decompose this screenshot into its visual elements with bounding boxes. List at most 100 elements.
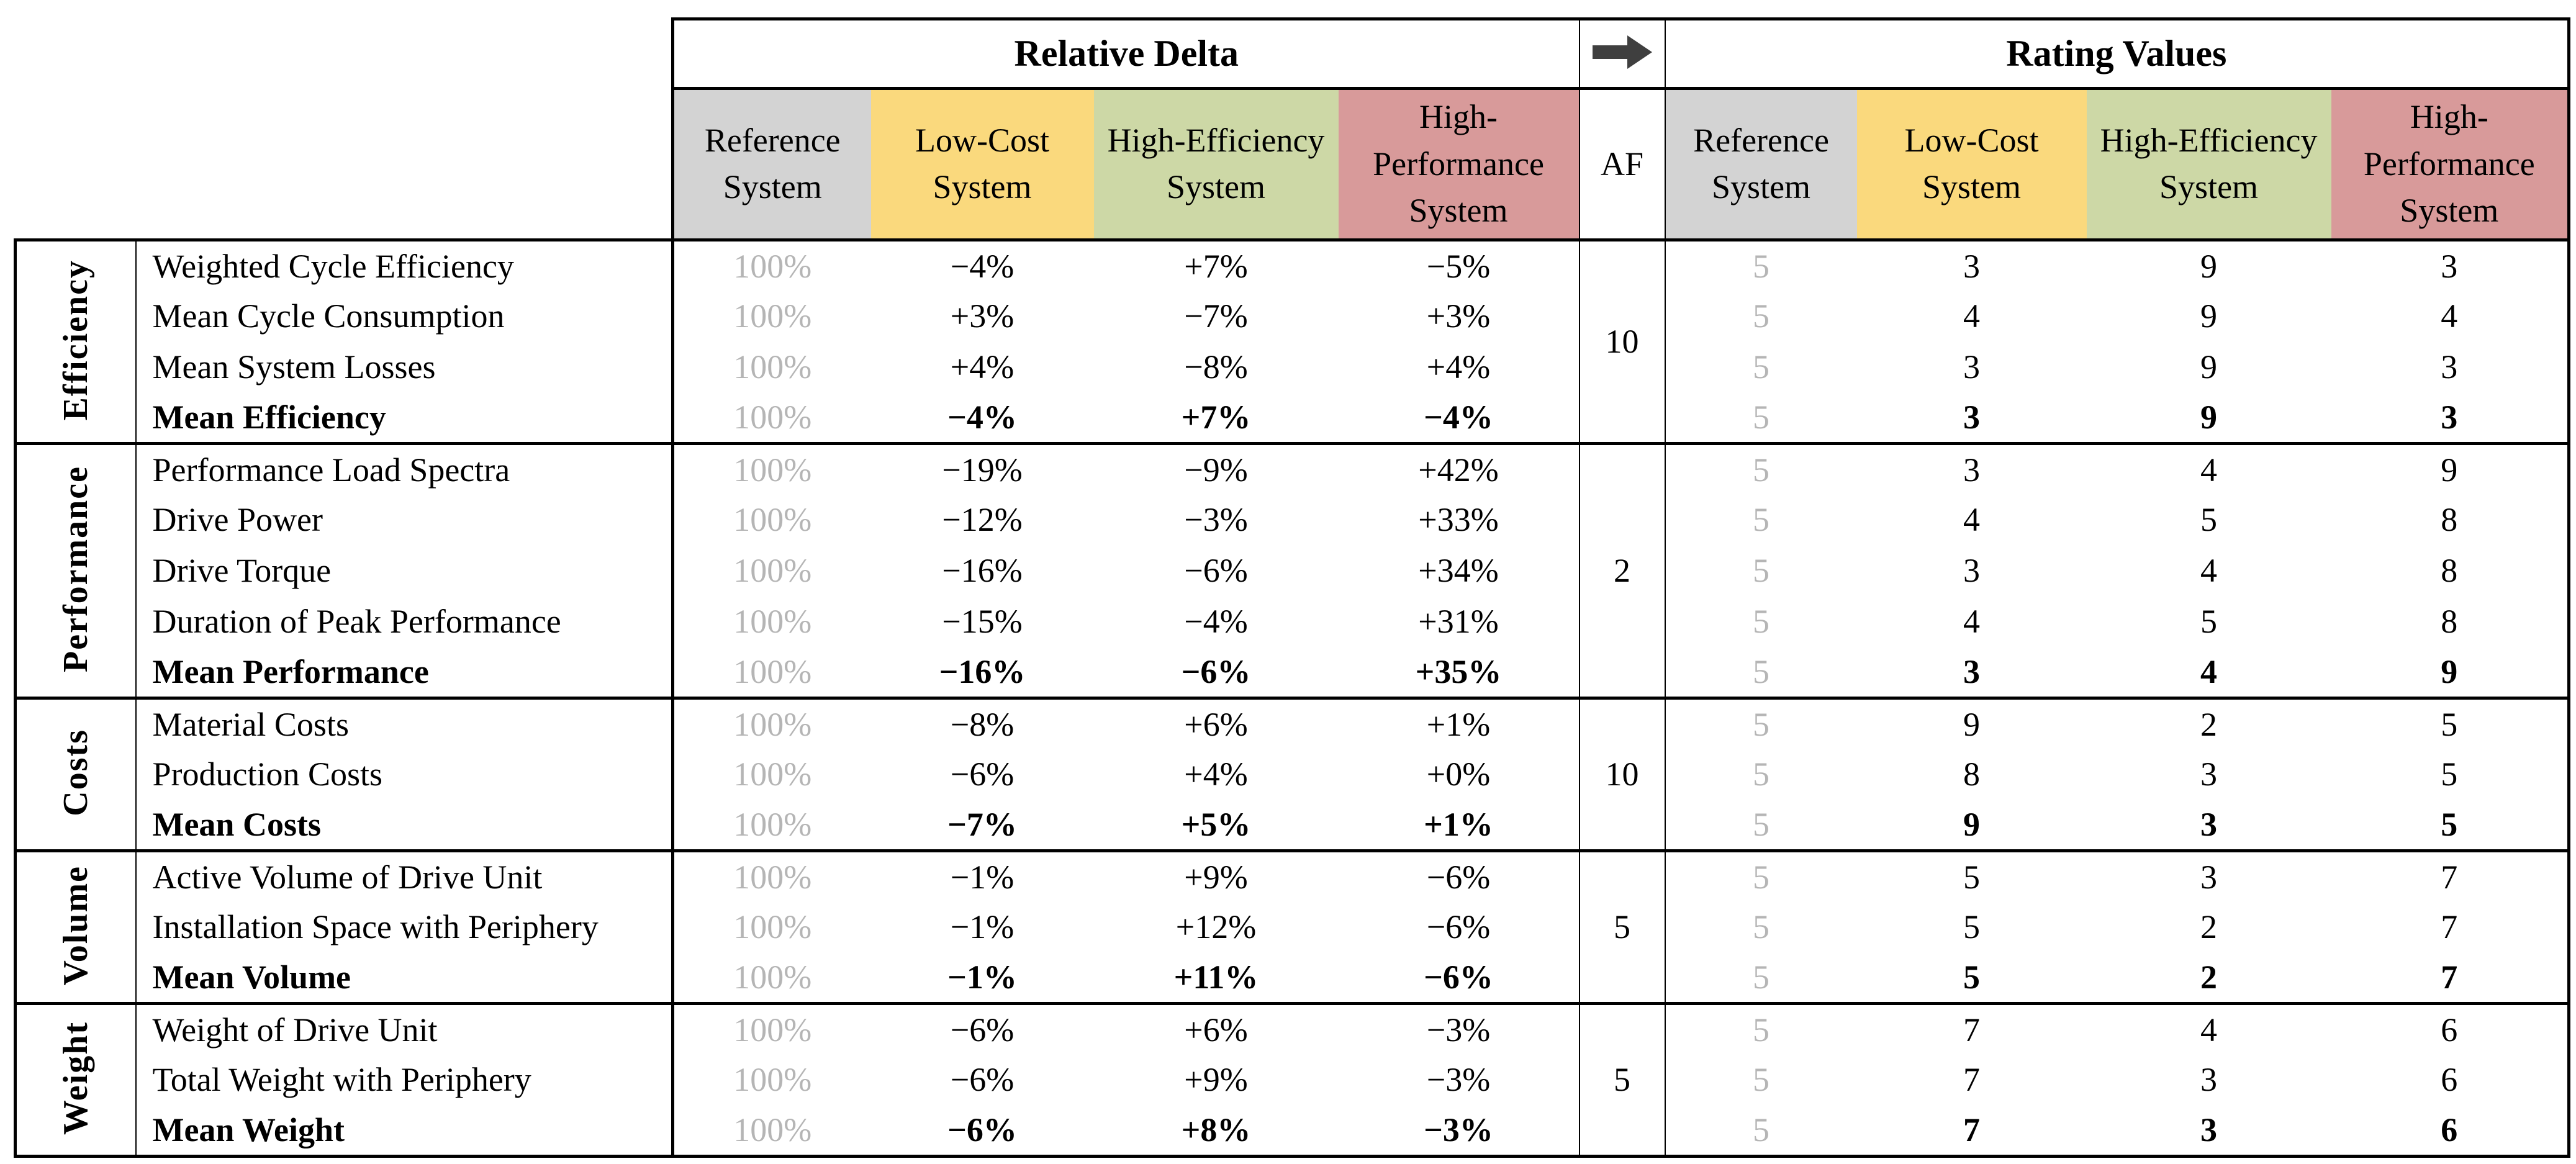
af-cell: 10 xyxy=(1578,696,1666,852)
af-cell: 10 xyxy=(1578,238,1666,445)
rating-cell: 4 xyxy=(2200,653,2218,691)
delta-cell: −7% xyxy=(1184,297,1248,335)
rating-cell: 5 xyxy=(1753,653,1770,691)
rating-cell: 5 xyxy=(1665,238,1857,291)
category-label: Performance xyxy=(56,466,96,673)
delta-cell: 100% xyxy=(733,959,812,996)
delta-cell: −8% xyxy=(870,696,1094,749)
empty-corner xyxy=(16,89,673,240)
arrow-cell xyxy=(1578,17,1666,90)
rating-cell: 5 xyxy=(1753,908,1770,946)
rating-cell: 6 xyxy=(2331,1054,2571,1106)
table-row-mean: Mean Volume 100% −1% +11% −6% 5 5 2 7 xyxy=(16,952,2571,1004)
delta-cell: 100% xyxy=(733,603,812,641)
category-label: Efficiency xyxy=(56,259,96,421)
rating-cell: 9 xyxy=(1856,696,2087,749)
criterion-cell: Performance Load Spectra xyxy=(135,441,674,495)
rating-cell: 5 xyxy=(2331,800,2571,851)
delta-cell: +6% xyxy=(1093,1001,1339,1055)
category-label: Weight xyxy=(56,1021,96,1135)
criterion-cell: Weighted Cycle Efficiency xyxy=(135,238,674,291)
table-row: Production Costs 100% −6% +4% +0% 5 8 3 … xyxy=(16,749,2571,800)
rating-cell: 3 xyxy=(2331,341,2571,393)
delta-cell: −16% xyxy=(939,653,1026,691)
delta-cell: +7% xyxy=(1093,238,1339,291)
rating-header-low-cost-system: Low-Cost System xyxy=(1856,88,2087,241)
rating-cell: 3 xyxy=(1963,653,1981,691)
table-row: Drive Torque 100% −16% −6% +34% 5 3 4 8 xyxy=(16,545,2571,597)
criterion-cell: Mean Performance xyxy=(135,647,674,698)
rating-cell: 9 xyxy=(2200,348,2218,386)
delta-cell: 100% xyxy=(733,399,812,436)
table-row: Total Weight with Periphery 100% −6% +9%… xyxy=(16,1054,2571,1106)
table-row-mean: Mean Weight 100% −6% +8% −3% 5 7 3 6 xyxy=(16,1105,2571,1158)
table-row-mean: Mean Efficiency 100% −4% +7% −4% 5 3 9 3 xyxy=(16,392,2571,444)
table-row: Mean System Losses 100% +4% −8% +4% 5 3 … xyxy=(16,341,2571,393)
rating-cell: 8 xyxy=(1963,756,1981,793)
delta-cell: −7% xyxy=(947,806,1017,844)
rating-cell: 5 xyxy=(1963,908,1981,946)
delta-cell: +8% xyxy=(1093,1105,1339,1158)
delta-header-high-efficiency-system: High-Efficiency System xyxy=(1093,88,1339,241)
delta-cell: +0% xyxy=(1426,756,1491,793)
delta-cell: 100% xyxy=(733,297,812,335)
rating-cell: 4 xyxy=(1963,603,1981,641)
rating-cell: 6 xyxy=(2331,1001,2571,1055)
table-row-mean: Mean Performance 100% −16% −6% +35% 5 3 … xyxy=(16,647,2571,698)
af-cell: 5 xyxy=(1578,1001,1666,1158)
table-row: Duration of Peak Performance 100% −15% −… xyxy=(16,596,2571,647)
criterion-cell: Material Costs xyxy=(135,696,674,749)
delta-header-high-performance-system: High-Performance System xyxy=(1338,88,1579,241)
right-arrow-icon xyxy=(1592,35,1652,69)
category-cell-efficiency: Efficiency xyxy=(14,238,137,445)
category-cell-volume: Volume xyxy=(14,849,137,1005)
delta-cell: −3% xyxy=(1184,501,1248,539)
criterion-cell: Mean Weight xyxy=(135,1105,674,1158)
section-title-row: Relative Delta Rating Values xyxy=(16,17,2571,90)
rating-cell: 7 xyxy=(1963,1061,1981,1099)
delta-cell: 100% xyxy=(733,501,812,539)
rating-cell: 2 xyxy=(2086,696,2331,749)
rating-cell: 3 xyxy=(2200,756,2218,793)
rating-cell: 5 xyxy=(2200,501,2218,539)
criterion-cell: Active Volume of Drive Unit xyxy=(135,849,674,902)
delta-cell: +4% xyxy=(1426,348,1491,386)
delta-cell: +35% xyxy=(1415,653,1502,691)
table-row: Efficiency Weighted Cycle Efficiency 100… xyxy=(14,238,2571,445)
rating-cell: 5 xyxy=(1665,1105,1857,1158)
rating-cell: 3 xyxy=(2200,806,2218,844)
rating-cell: 3 xyxy=(1963,348,1981,386)
table-row-mean: Mean Costs 100% −7% +5% +1% 5 9 3 5 xyxy=(16,800,2571,851)
delta-cell: +33% xyxy=(1418,501,1499,539)
rating-cell: 3 xyxy=(2200,1061,2218,1099)
delta-cell: −6% xyxy=(950,756,1015,793)
rating-cell: 5 xyxy=(1753,1061,1770,1099)
delta-cell: 100% xyxy=(672,849,871,902)
criterion-cell: Total Weight with Periphery xyxy=(135,1054,674,1106)
delta-cell: −4% xyxy=(1184,603,1248,641)
delta-cell: 100% xyxy=(672,1001,871,1055)
delta-cell: +9% xyxy=(1093,849,1339,902)
rating-cell: 4 xyxy=(2200,552,2218,590)
delta-cell: 100% xyxy=(733,1061,812,1099)
rating-cell: 5 xyxy=(1665,1001,1857,1055)
category-label: Costs xyxy=(56,729,96,817)
rating-cell: 5 xyxy=(1753,399,1770,436)
criterion-cell: Mean Volume xyxy=(135,952,674,1004)
delta-cell: +12% xyxy=(1175,908,1257,946)
category-cell-costs: Costs xyxy=(14,696,137,852)
rating-cell: 4 xyxy=(1963,297,1981,335)
criterion-cell: Mean Costs xyxy=(135,800,674,851)
table-row: Drive Power 100% −12% −3% +33% 5 4 5 8 xyxy=(16,494,2571,546)
relative-delta-title: Relative Delta xyxy=(671,17,1580,90)
delta-cell: −6% xyxy=(1426,908,1491,946)
category-cell-weight: Weight xyxy=(14,1001,137,1158)
delta-cell: −4% xyxy=(947,399,1017,436)
delta-cell: +31% xyxy=(1418,603,1499,641)
rating-cell: 5 xyxy=(1963,959,1981,996)
af-column-header: AF xyxy=(1578,88,1666,241)
delta-cell: −6% xyxy=(1181,653,1251,691)
table-row: Performance Performance Load Spectra 100… xyxy=(14,441,2571,700)
rating-cell: 7 xyxy=(2331,901,2571,953)
